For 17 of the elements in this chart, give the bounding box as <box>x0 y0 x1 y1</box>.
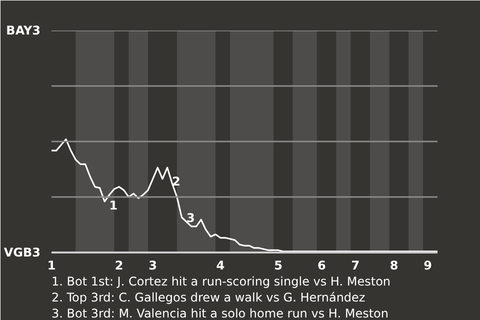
x-tick-label: 1 <box>47 258 56 272</box>
x-tick-label: 5 <box>274 258 282 272</box>
annotation: 3 <box>186 210 195 225</box>
x-tick-label: 8 <box>390 258 398 272</box>
x-tick-label: 4 <box>216 258 225 272</box>
x-tick-label: 6 <box>318 258 326 272</box>
x-tick-label: 2 <box>114 258 124 272</box>
text: BAY3 <box>6 24 41 38</box>
x-tick-label: 7 <box>351 258 360 272</box>
text: 1. Bot 1st: J. Cortez hit a run-scoring single vs H. Meston <box>52 274 391 288</box>
x-tick-label: 9 <box>424 258 432 272</box>
text: VGB3 <box>4 246 41 260</box>
annotation: 2 <box>172 174 180 189</box>
text: 2. Top 3rd: C. Gallegos drew a walk vs G. Hernández <box>52 290 366 304</box>
x-tick-label: 3 <box>148 258 158 272</box>
annotation: 1 <box>109 198 118 212</box>
text: 3. Bot 3rd: M. Valencia hit a solo home run vs H. Meston <box>52 306 388 320</box>
